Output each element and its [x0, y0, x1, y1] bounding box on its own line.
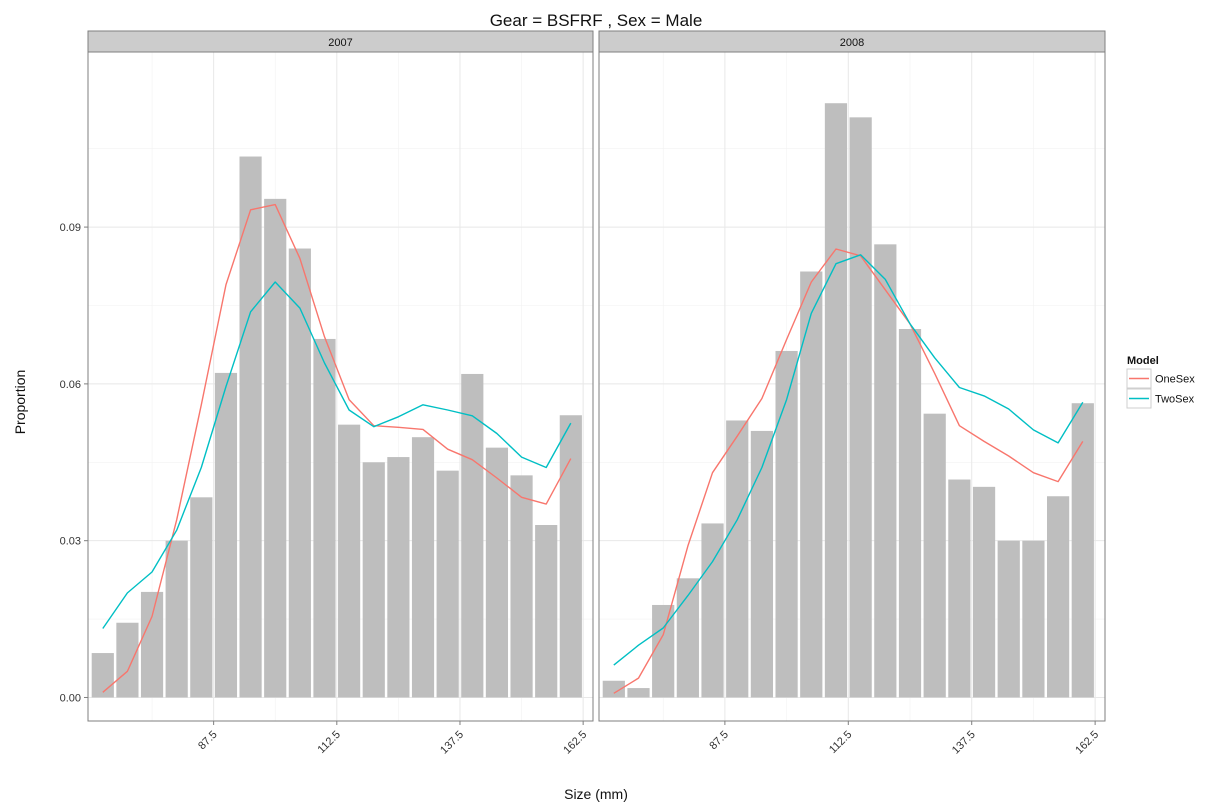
bar-2007-115 — [338, 424, 361, 698]
bar-2007-65 — [91, 653, 114, 698]
bar-2007-140 — [461, 373, 484, 698]
bar-2007-75 — [140, 591, 164, 698]
bar-2007-90 — [214, 372, 238, 698]
facet-strip-label: 2008 — [840, 37, 864, 49]
bar-2008-120 — [874, 244, 897, 698]
y-tick-label: 0.00 — [60, 692, 81, 704]
bar-2008-70 — [627, 688, 650, 698]
bar-2007-110 — [313, 338, 336, 698]
bar-2007-150 — [510, 475, 533, 698]
x-tick-label: 87.5 — [707, 729, 731, 753]
bar-2008-145 — [997, 540, 1020, 698]
bar-2008-125 — [898, 329, 922, 698]
bar-2007-160 — [559, 415, 582, 698]
bar-2007-100 — [264, 198, 287, 698]
legend-label-onesex: OneSex — [1155, 374, 1195, 386]
bar-2008-130 — [923, 413, 946, 698]
bar-2008-105 — [800, 271, 823, 698]
bar-2008-140 — [972, 486, 996, 698]
x-tick-label: 112.5 — [316, 729, 343, 756]
bar-2008-75 — [652, 604, 675, 698]
bar-2007-120 — [362, 462, 385, 698]
bar-2007-135 — [436, 470, 459, 698]
bar-2008-100 — [775, 350, 798, 698]
y-tick-label: 0.03 — [60, 536, 81, 548]
bar-2007-70 — [116, 622, 139, 698]
facet-strip — [598, 30, 1106, 53]
x-tick-label: 137.5 — [438, 729, 466, 757]
legend-label-twosex: TwoSex — [1155, 394, 1195, 406]
panel-2007: 2007 87.5 112.5 137.5 162.5 0.00 0.03 0.06 0.09 — [60, 30, 594, 757]
bar-2008-150 — [1022, 540, 1045, 698]
facet-strip-label: 2007 — [328, 37, 352, 49]
bar-2008-80 — [676, 578, 699, 698]
series-line-twosex-2007 — [102, 281, 572, 629]
bar-2008-160 — [1071, 403, 1094, 698]
bar-2007-80 — [165, 540, 188, 698]
bar-2007-95 — [239, 156, 262, 698]
x-tick-label: 112.5 — [827, 729, 854, 756]
series-line-twosex-2008 — [613, 254, 1084, 666]
bar-2008-85 — [701, 523, 724, 698]
legend-title: Model — [1127, 355, 1159, 367]
bar-2007-105 — [288, 248, 311, 698]
bar-2008-135 — [948, 479, 971, 698]
bar-2008-65 — [602, 680, 625, 698]
y-axis-title: Proportion — [12, 370, 28, 435]
bar-2007-145 — [485, 447, 509, 698]
series-line-onesex-2008 — [613, 248, 1084, 694]
series-line-onesex-2007 — [102, 203, 572, 693]
legend: Model OneSex TwoSex — [1126, 355, 1195, 409]
x-tick-label: 137.5 — [950, 729, 978, 757]
x-tick-label: 87.5 — [196, 729, 220, 753]
panel-2008: 2008 87.5 112.5 137.5 162.5 — [598, 30, 1106, 757]
bar-2008-115 — [849, 117, 872, 698]
facet-strip — [87, 30, 594, 53]
chart-title: Gear = BSFRF , Sex = Male — [490, 11, 703, 30]
bar-2007-155 — [535, 525, 558, 698]
bar-2008-155 — [1046, 496, 1070, 698]
bar-2007-125 — [387, 457, 410, 698]
bar-2007-85 — [190, 497, 213, 698]
bar-2008-90 — [726, 420, 749, 698]
bar-2008-110 — [824, 103, 848, 698]
y-tick-label: 0.09 — [60, 222, 81, 234]
x-axis-title: Size (mm) — [564, 786, 628, 802]
y-tick-label: 0.06 — [60, 379, 81, 391]
x-tick-label: 162.5 — [1073, 729, 1101, 757]
bar-2007-130 — [411, 437, 435, 698]
x-tick-label: 162.5 — [561, 729, 589, 757]
bar-2008-95 — [750, 430, 774, 698]
